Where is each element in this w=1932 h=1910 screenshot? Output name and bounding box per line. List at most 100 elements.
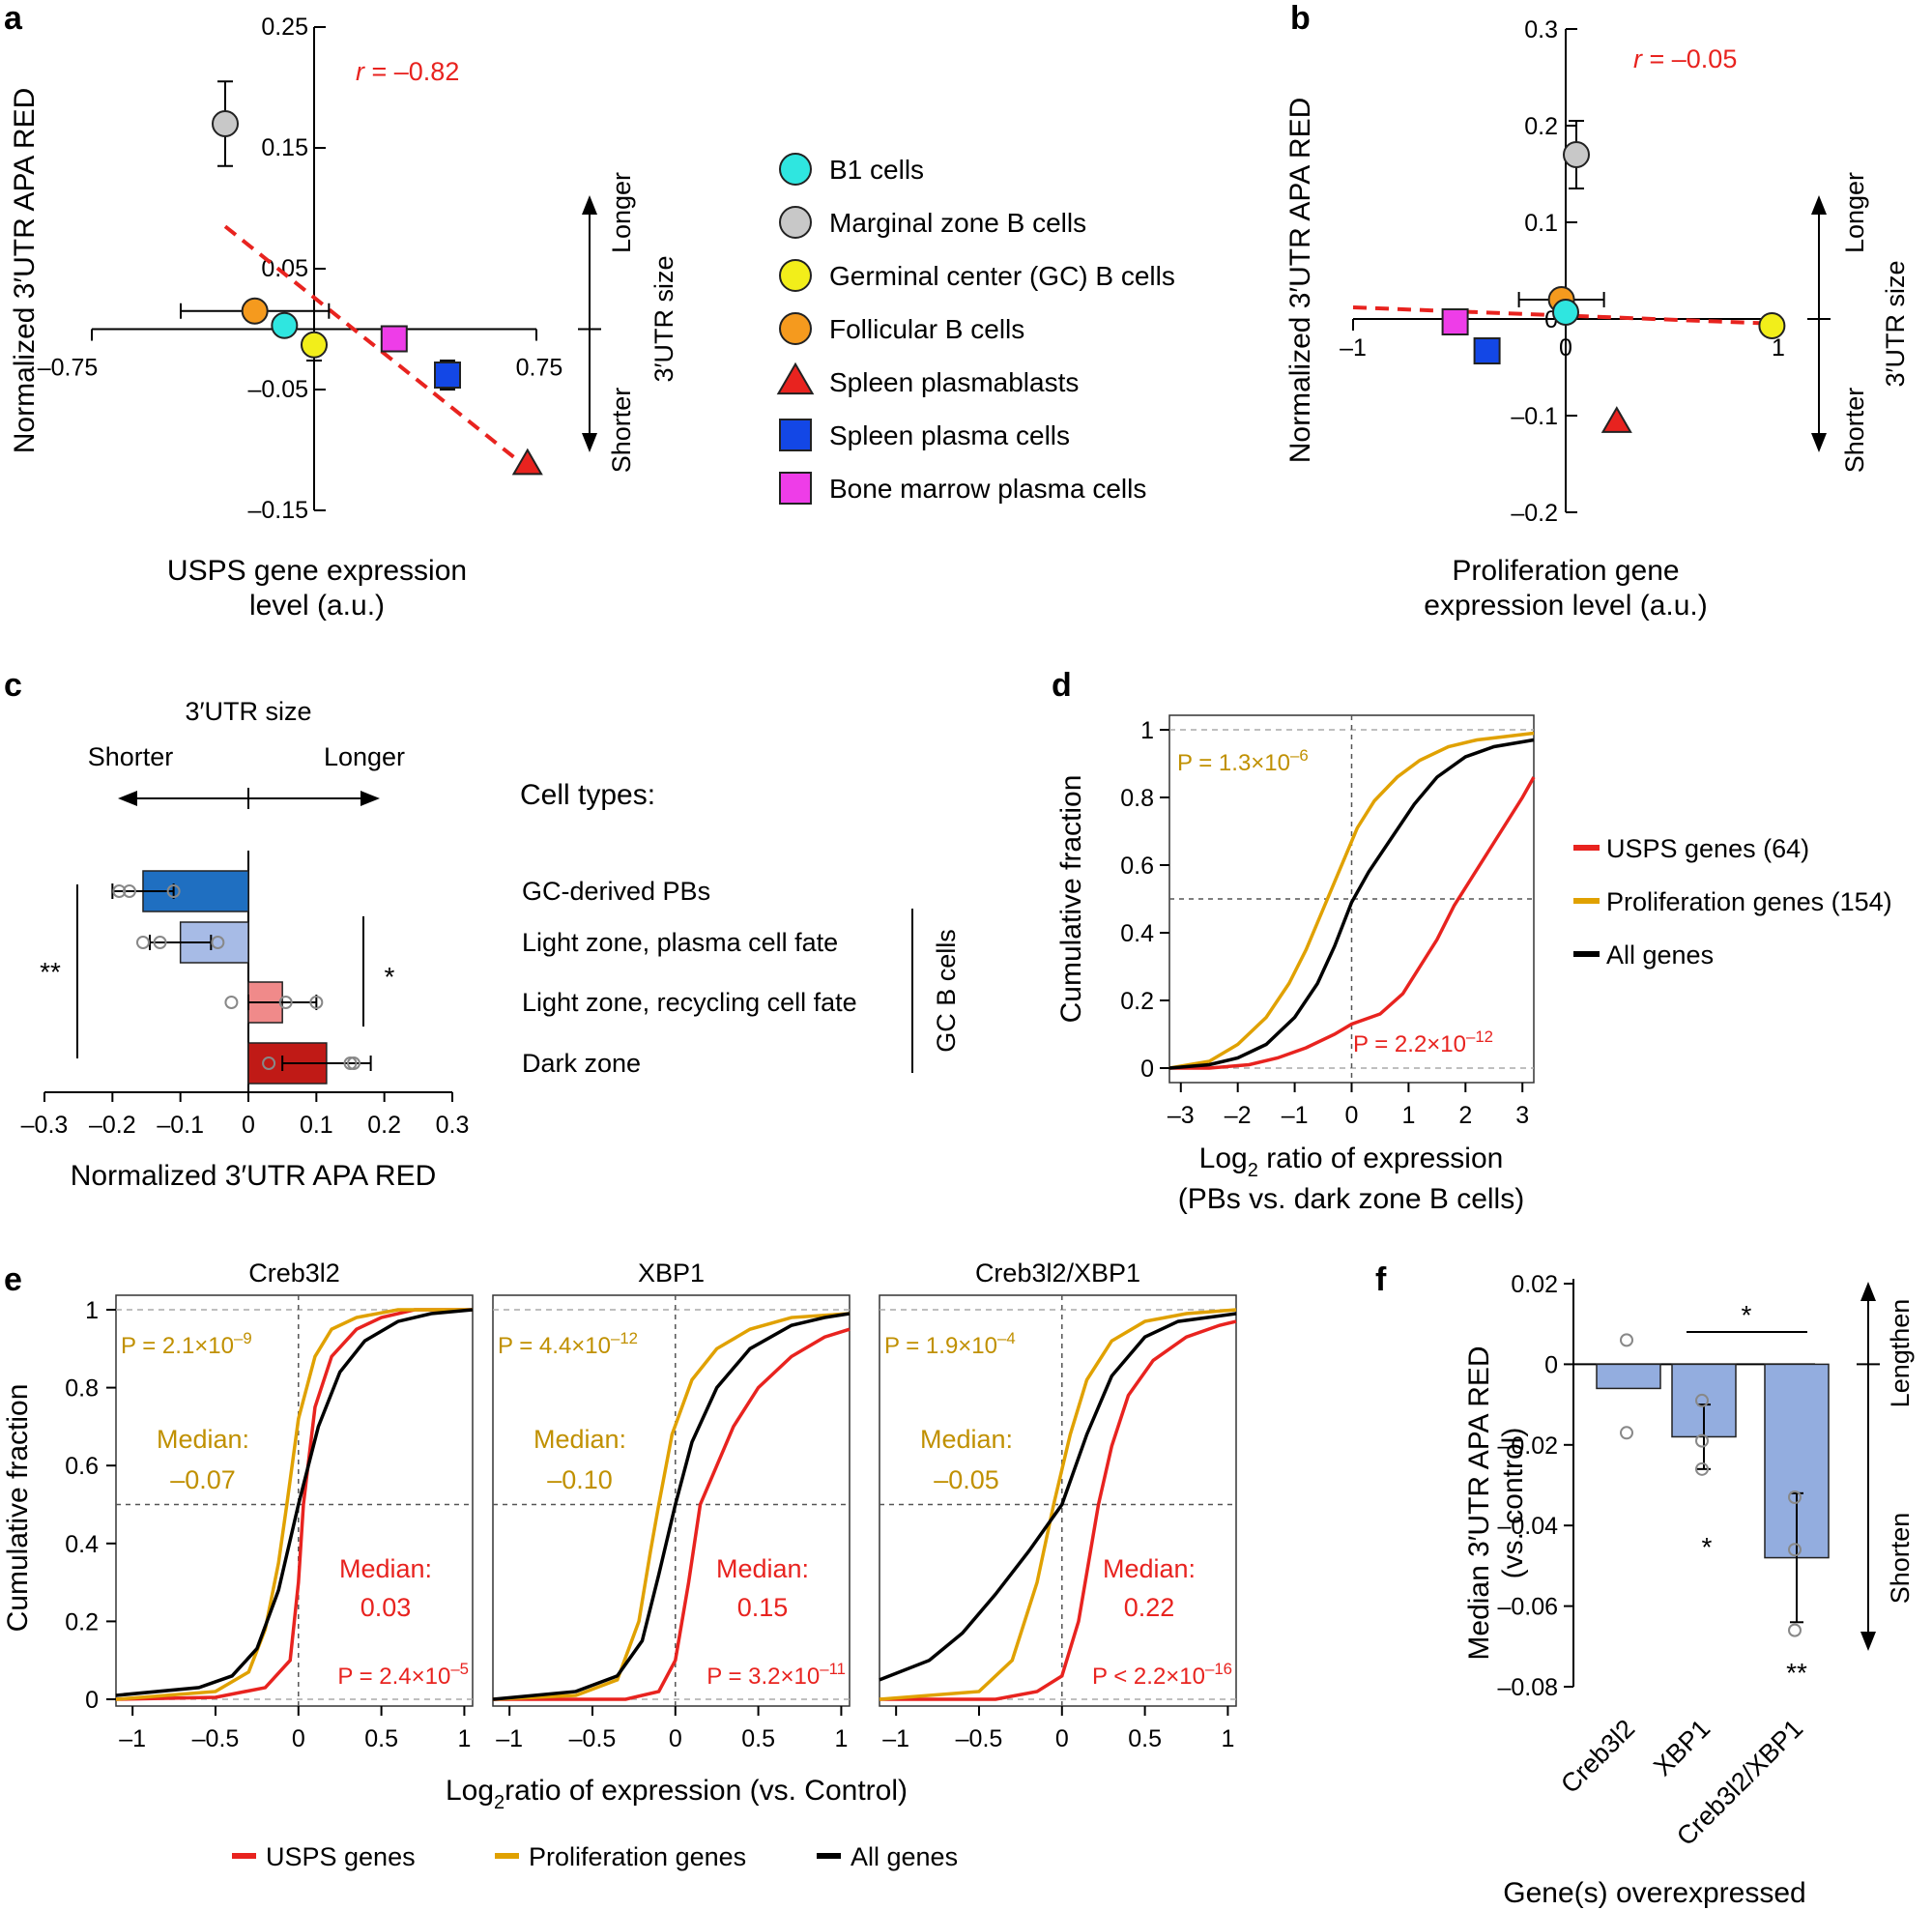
category-label: Light zone, recycling cell fate [522,988,857,1017]
x-tick-label: –0.1 [157,1112,204,1139]
cdf-series [1168,731,1535,1070]
p-value-base: P = 2.4×10 [337,1664,450,1690]
x-tick-label: 0 [669,1725,682,1752]
category-label: Creb3l2 [1555,1714,1640,1799]
x-tick-label: 0 [292,1725,305,1752]
subplot-title: Creb3l2/XBP1 [975,1259,1140,1288]
data-point [271,311,299,339]
x-tick-label: 0.5 [364,1725,398,1752]
y-axis-title: Cumulative fraction [1055,775,1087,1024]
subplot-0: Creb3l2 –1 –0.5 0 0.5 1 P = 2.1×10–9 P = 2.4×10… [115,1259,474,1752]
x-tick-label: –0.75 [38,355,99,382]
longer-label: Longer [324,742,405,771]
p-value-red: P < 2.2×10–16 [1092,1660,1232,1690]
replicate-point [1695,1461,1709,1476]
x-axis-title-line2: (PBs vs. dark zone B cells) [1178,1183,1524,1215]
panel-label: c [4,667,22,704]
x-axis-title: Proliferation gene expression level (a.u.… [1424,555,1707,622]
x-tick-label: –0.5 [956,1725,1003,1752]
y-tick-label: 0.1 [1524,210,1558,237]
y-tick-label: 0.6 [1120,853,1154,880]
p-value-base: P = 4.4×10 [498,1333,611,1359]
median-value-gold: –0.05 [934,1465,999,1494]
legend-label: Spleen plasmablasts [829,367,1079,397]
correlation-annotation: r = –0.05 [1633,44,1737,73]
panel-label: d [1052,667,1072,704]
panel-a: a 0.250.150.05–0.05–0.15–0.75 0.75r = –0.8… [4,0,678,622]
x-axis-title-part: ratio of expression [1258,1143,1503,1174]
replicate-point [135,936,150,949]
bar [1596,1363,1661,1390]
replicate-point [1788,1543,1802,1557]
x-tick-label: 0 [1345,1102,1359,1129]
legend-label: Bone marrow plasma cells [829,474,1146,504]
p-value-red: P = 2.4×10–5 [337,1660,469,1690]
longer-label: Longer [1840,172,1869,253]
x-tick-label: –0.2 [89,1112,136,1139]
arrow-head [582,433,597,452]
correlation-r: r [356,57,365,86]
replicate-point [166,884,181,898]
subplot-title: Creb3l2 [248,1259,340,1288]
median-label-gold: Median: [533,1425,626,1454]
median-label-gold: Median: [157,1425,249,1454]
legend-label: Proliferation genes (154) [1606,887,1892,916]
legend-marker [779,206,812,239]
shorter-label: Shorter [1840,388,1869,474]
x-tick-label: –0.5 [192,1725,240,1752]
cdf-series [879,1308,1237,1701]
p-value-red: P = 2.2×10–12 [1353,1027,1493,1057]
arrow-head [1860,1632,1876,1651]
arrow-head [360,791,380,806]
significance-marker: * [1742,1300,1752,1330]
replicate-point [1695,1393,1709,1407]
data-point [1563,141,1590,168]
legend-label: Marginal zone B cells [829,208,1086,238]
replicate-point [278,996,293,1009]
x-axis-title-part: Log [1199,1143,1248,1174]
y-tick-label: –0.02 [1497,1432,1558,1460]
replicate-point [1788,1490,1802,1505]
y-axis-title: Normalized 3′UTR APA RED [1284,98,1316,464]
x-tick-label: –1 [119,1725,146,1752]
utr-size-label: 3′UTR size [1881,260,1910,387]
x-tick-label: 1 [1401,1102,1415,1129]
legend-marker [779,312,812,345]
utr-size-label: 3′UTR size [185,697,311,726]
x-axis-title-line: Proliferation gene [1452,555,1679,587]
y-tick-label: –0.2 [1511,500,1558,527]
replicate-point [309,996,324,1009]
x-tick-label: 0 [242,1112,255,1139]
legend-label: Spleen plasma cells [829,420,1070,450]
replicate-point [112,884,127,898]
panel-label: a [4,0,23,37]
y-tick-label: 0.6 [65,1453,99,1480]
x-tick-label: 2 [1458,1102,1472,1129]
cdf-series [115,1308,473,1701]
x-axis-title: Gene(s) overexpressed [1503,1877,1805,1909]
legend-marker [779,419,812,451]
subplot-title: XBP1 [638,1259,705,1288]
data-point [212,110,239,137]
replicate-point [1620,1333,1633,1347]
y-axis-title: Cumulative fraction [2,1384,34,1633]
p-value-base: P = 1.3×10 [1177,750,1290,776]
legend-marker [776,362,815,395]
replicate-point [1620,1426,1633,1440]
x-axis-title-line: USPS gene expression [167,555,467,587]
y-tick-label: 0.3 [1524,16,1558,43]
y-axis-title: Median 3′UTR APA RED(vs. control) [1463,1346,1529,1660]
data-point [1552,299,1579,326]
cdf-series [1169,776,1536,1070]
legend-label: All genes [851,1842,958,1871]
p-value-gold: P = 1.3×10–6 [1177,746,1309,776]
cdf-series [492,1312,851,1701]
y-tick-label: –0.05 [247,376,308,403]
x-axis-title-part: Log [446,1775,494,1807]
arrow-head [582,195,597,215]
legend-ab: B1 cells Marginal zone B cells Germinal ce… [776,153,1175,505]
cdf-series [879,1319,1237,1701]
panel-label: f [1375,1261,1387,1298]
y-tick-label: 1 [85,1297,99,1324]
y-tick-label: 0.4 [1120,920,1154,947]
